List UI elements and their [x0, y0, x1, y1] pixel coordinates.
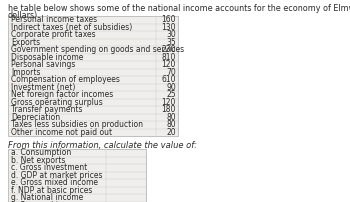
Text: Exports: Exports: [11, 38, 40, 47]
Text: h. Personal income: h. Personal income: [11, 201, 84, 202]
Text: 120: 120: [162, 98, 176, 107]
Text: 130: 130: [161, 23, 176, 32]
Text: 90: 90: [166, 83, 176, 92]
Text: b. Net exports: b. Net exports: [11, 156, 65, 165]
Text: 25: 25: [166, 90, 176, 99]
Text: Net foreign factor incomes: Net foreign factor incomes: [11, 90, 113, 99]
Text: f. NDP at basic prices: f. NDP at basic prices: [11, 186, 92, 195]
Text: 70: 70: [166, 68, 176, 77]
Text: Disposable income: Disposable income: [11, 53, 83, 62]
Text: Other income not paid out: Other income not paid out: [11, 128, 112, 137]
Text: c. Gross investment: c. Gross investment: [11, 163, 87, 172]
Text: 160: 160: [161, 15, 176, 24]
Text: Depreciation: Depreciation: [11, 113, 60, 122]
Text: 80: 80: [166, 120, 176, 129]
Text: 120: 120: [162, 60, 176, 69]
Text: Personal savings: Personal savings: [11, 60, 75, 69]
Text: 30: 30: [166, 30, 176, 39]
Text: Imports: Imports: [11, 68, 41, 77]
Text: he table below shows some of the national income accounts for the economy of Elm: he table below shows some of the nationa…: [8, 4, 350, 13]
Text: 610: 610: [161, 75, 176, 84]
Text: 810: 810: [162, 53, 176, 62]
Text: Indirect taxes (net of subsidies): Indirect taxes (net of subsidies): [11, 23, 132, 32]
Bar: [8, 149, 146, 202]
Text: d. GDP at market prices: d. GDP at market prices: [11, 171, 103, 180]
Text: a. Consumption: a. Consumption: [11, 148, 71, 157]
Text: Gross operating surplus: Gross operating surplus: [11, 98, 103, 107]
Text: g. National income: g. National income: [11, 193, 83, 202]
Text: Corporate profit taxes: Corporate profit taxes: [11, 30, 96, 39]
Bar: [8, 16, 178, 136]
Text: e. Gross mixed income: e. Gross mixed income: [11, 178, 98, 187]
Text: Compensation of employees: Compensation of employees: [11, 75, 120, 84]
Text: dollars).: dollars).: [8, 11, 41, 20]
Text: Taxes less subsidies on production: Taxes less subsidies on production: [11, 120, 143, 129]
Text: 180: 180: [162, 105, 176, 114]
Text: Investment (net): Investment (net): [11, 83, 75, 92]
Text: From this information, calculate the value of:: From this information, calculate the val…: [8, 141, 197, 150]
Text: Transfer payments: Transfer payments: [11, 105, 83, 114]
Text: 80: 80: [166, 113, 176, 122]
Text: 35: 35: [166, 38, 176, 47]
Text: Personal income taxes: Personal income taxes: [11, 15, 97, 24]
Text: 230: 230: [161, 45, 176, 54]
Text: 20: 20: [166, 128, 176, 137]
Text: Government spending on goods and services: Government spending on goods and service…: [11, 45, 184, 54]
